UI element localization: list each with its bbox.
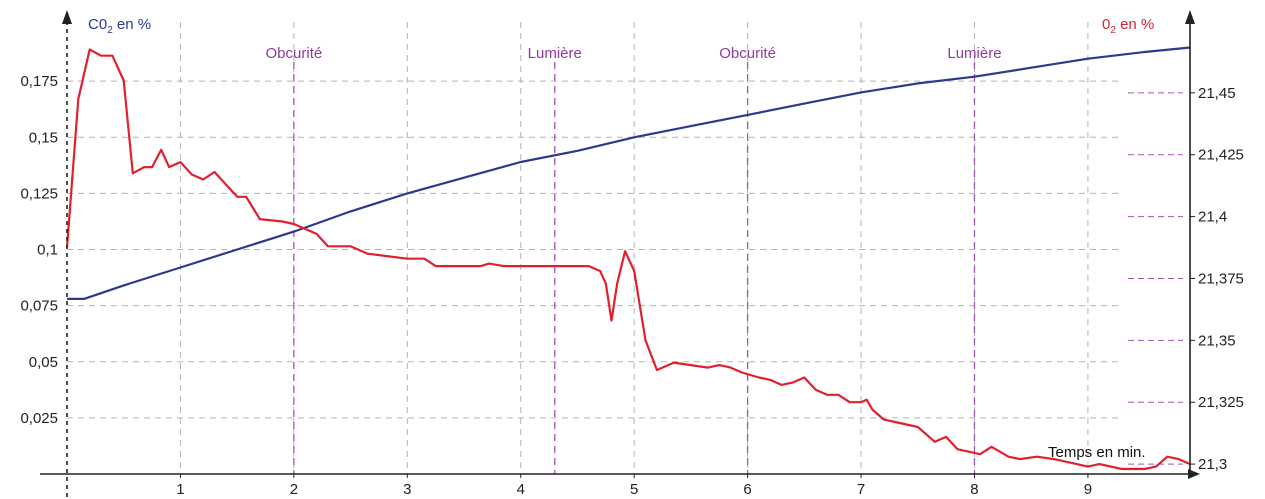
x-tick-label: 3	[403, 481, 411, 498]
right-tick-label: 21,325	[1198, 394, 1244, 411]
x-tick-label: 5	[630, 481, 638, 498]
right-tick-label: 21,375	[1198, 270, 1244, 287]
right-tick-label: 21,425	[1198, 147, 1244, 164]
right-axis-arrow-icon	[1185, 10, 1195, 24]
axes-layer: C02 en % 02 en % Temps en min.	[40, 10, 1200, 497]
x-axis-arrow-icon	[1188, 469, 1200, 479]
right-axis-title: 02 en %	[1102, 16, 1154, 36]
right-tick-label: 21,3	[1198, 456, 1227, 473]
phase-label: Obcurité	[266, 45, 323, 62]
co2-series-line	[67, 46, 1191, 300]
x-tick-label: 8	[970, 481, 978, 498]
phase-label: Obcurité	[719, 45, 776, 62]
left-tick-label: 0,175	[20, 73, 58, 90]
x-axis-title: Temps en min.	[1048, 444, 1146, 461]
left-axis-title: C02 en %	[88, 16, 151, 36]
left-tick-label: 0,05	[29, 354, 58, 371]
left-tick-label: 0,15	[29, 129, 58, 146]
grid-layer	[67, 22, 1183, 474]
series-layer	[65, 46, 1191, 471]
right-tick-label: 21,35	[1198, 332, 1236, 349]
phase-layer: Obcurité Lumière Obcurité Lumière	[266, 45, 1002, 474]
x-tick-label: 2	[290, 481, 298, 498]
left-tick-label: 0,025	[20, 410, 58, 427]
right-tick-label: 21,45	[1198, 85, 1236, 102]
right-tick-label: 21,4	[1198, 209, 1227, 226]
x-tick-label: 6	[743, 481, 751, 498]
left-axis-arrow-icon	[62, 10, 72, 24]
left-tick-label: 0,075	[20, 298, 58, 315]
x-tick-label: 4	[517, 481, 525, 498]
o2-series-line	[65, 48, 1191, 471]
phase-label: Lumière	[947, 45, 1001, 62]
x-tick-label: 9	[1084, 481, 1092, 498]
x-tick-label: 7	[857, 481, 865, 498]
left-tick-label: 0,125	[20, 185, 58, 202]
x-tick-label: 1	[176, 481, 184, 498]
left-tick-label: 0,1	[37, 242, 58, 259]
tick-layer: 1 2 3 4 5 6 7 8 9 0,025 0,05 0,075 0,1 0,125 0,15 0,175…	[20, 73, 1243, 498]
phase-label: Lumière	[528, 45, 582, 62]
